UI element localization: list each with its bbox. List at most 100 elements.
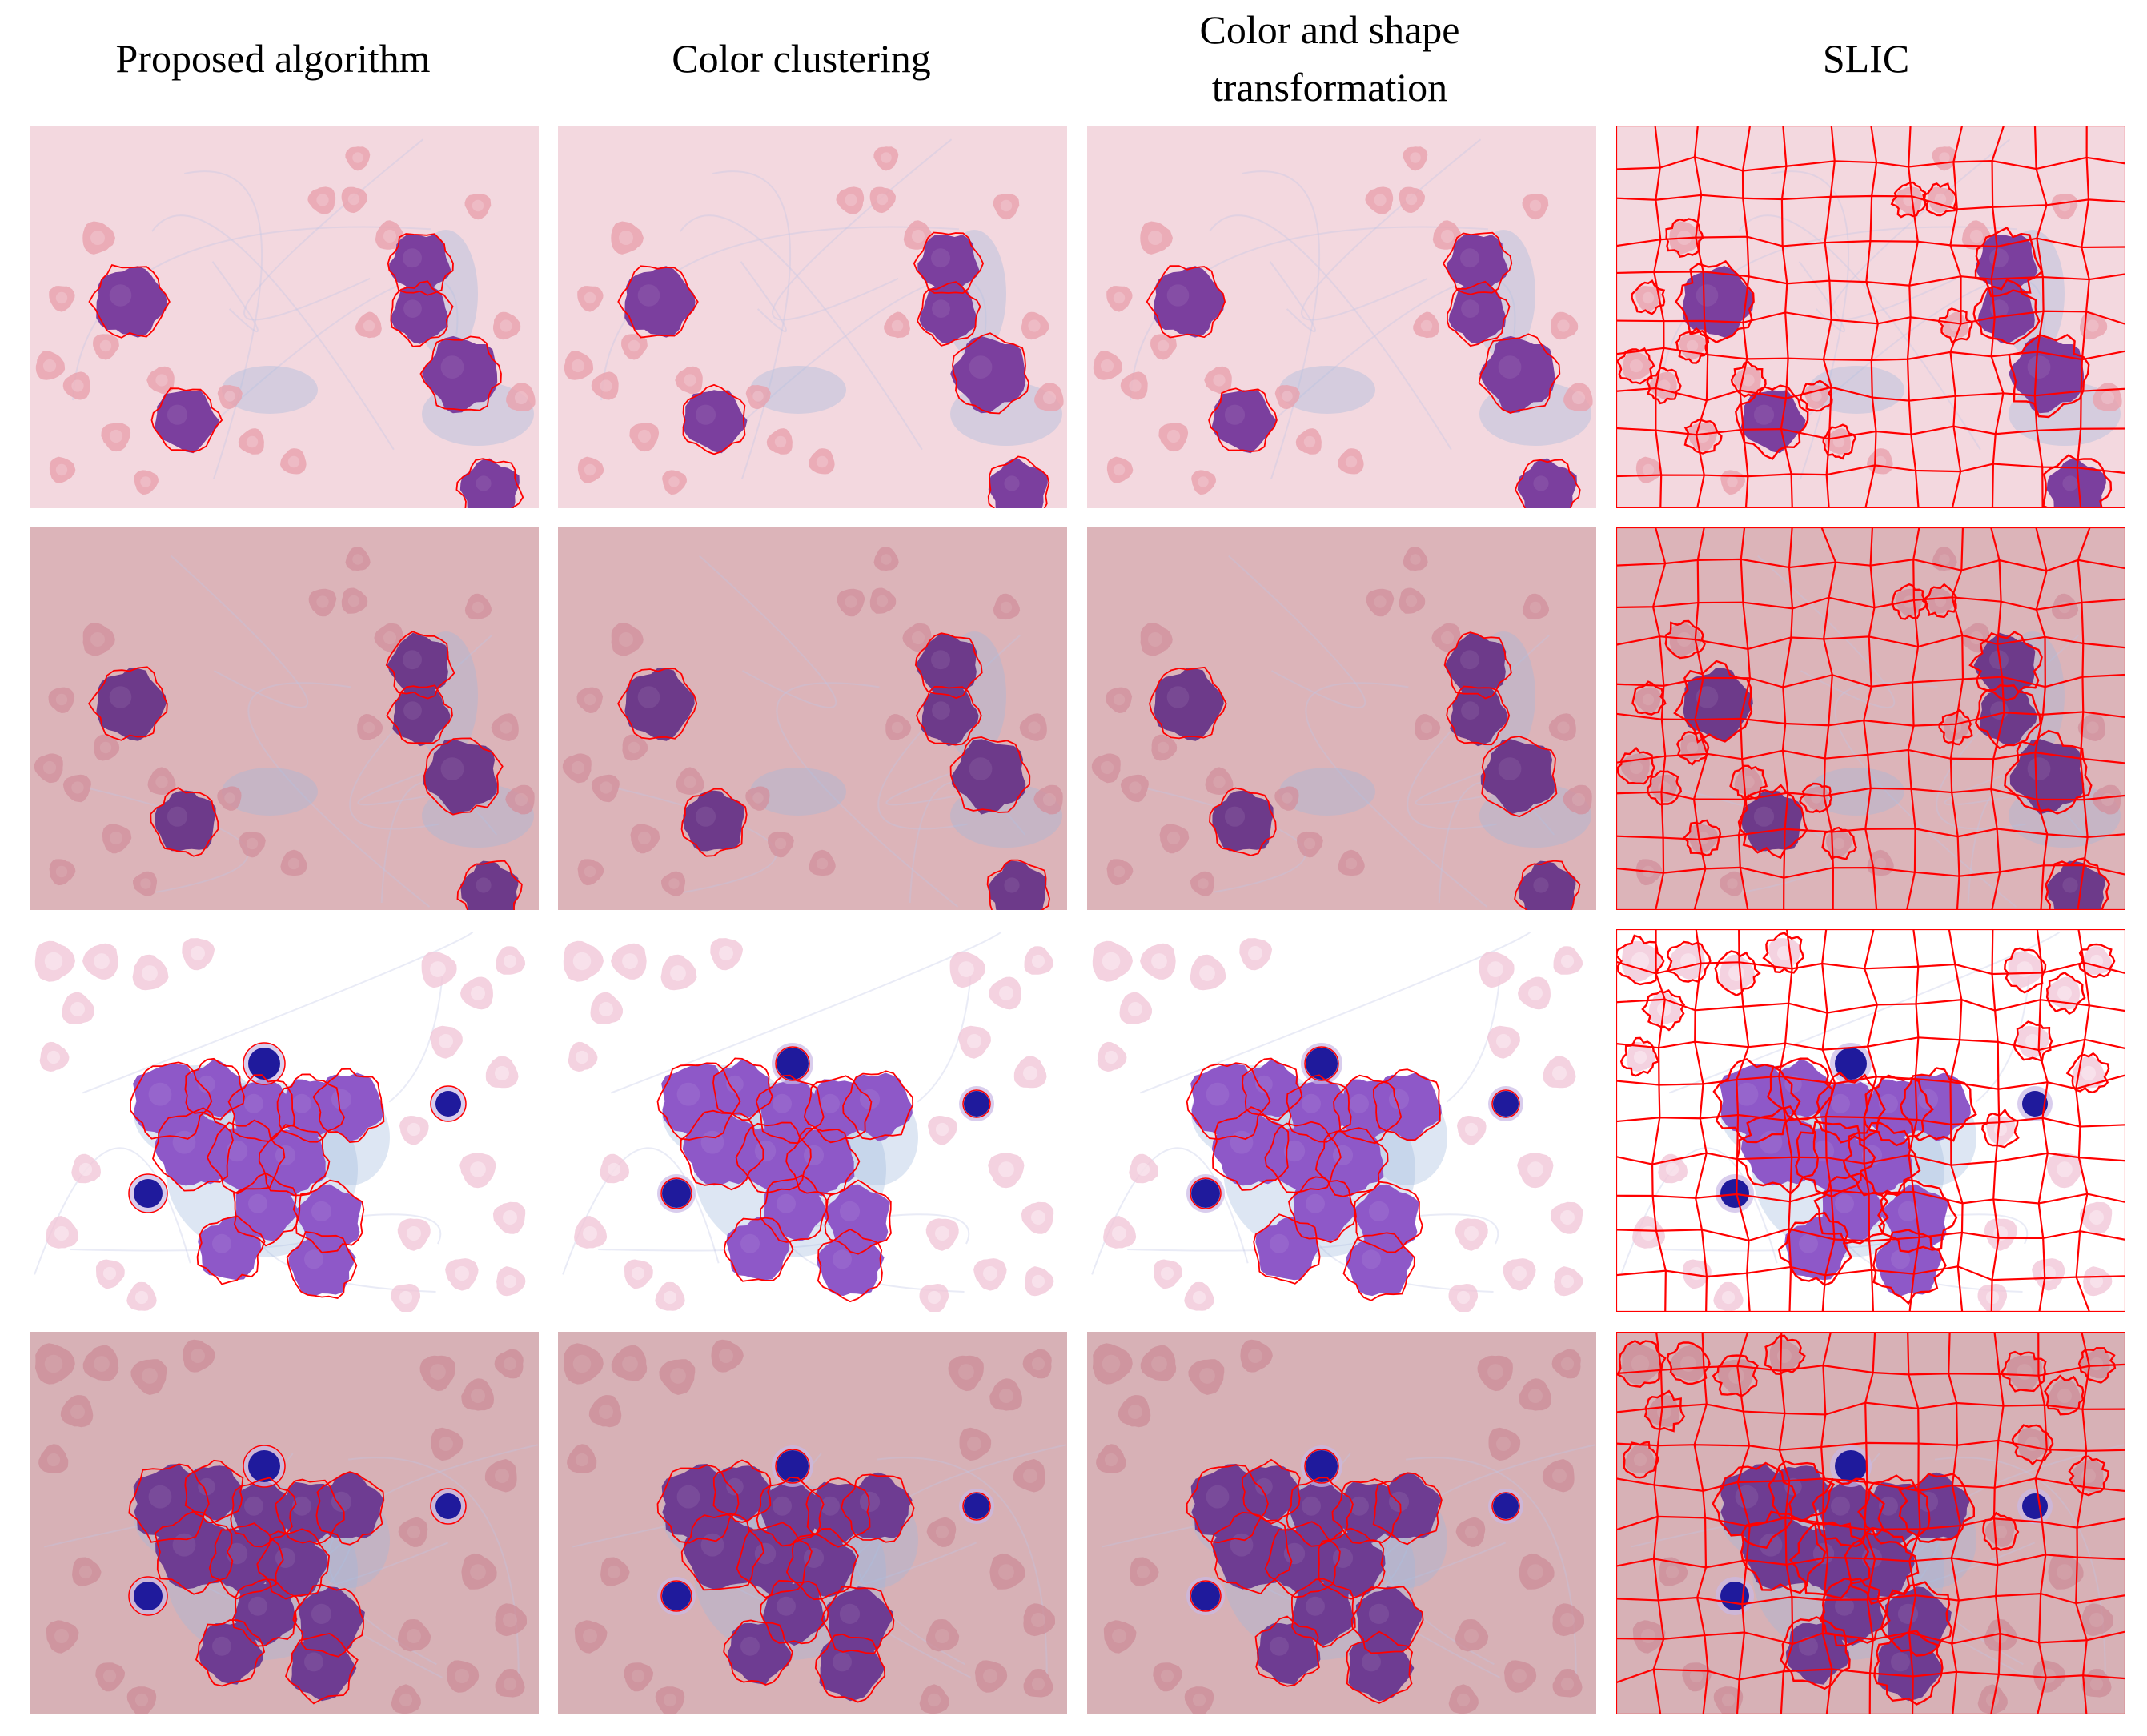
red-blood-cell-center: [1405, 595, 1418, 607]
cell-boundary-outline: [1768, 1460, 1836, 1522]
cell-boundary-outline: [1616, 1340, 1667, 1388]
red-blood-cell-center: [1874, 455, 1887, 468]
red-blood-cell: [2006, 1355, 2042, 1392]
cell-boundary-outline: [1898, 1473, 1975, 1543]
red-blood-cell-center: [383, 631, 397, 645]
red-blood-cell-center: [2041, 1669, 2056, 1683]
red-blood-cell-center: [1777, 1349, 1792, 1363]
red-blood-cell-center: [500, 721, 512, 734]
red-blood-cell: [506, 383, 536, 411]
red-blood-cell: [1403, 547, 1428, 571]
red-blood-cell-center: [102, 1266, 117, 1281]
red-blood-cell: [563, 940, 604, 982]
red-blood-cell-center: [575, 1050, 589, 1064]
red-blood-cell: [624, 1259, 653, 1289]
chromatin-texture: [476, 877, 492, 893]
lymphocyte-nucleus: [777, 1048, 809, 1080]
red-blood-cell-center: [1129, 781, 1142, 794]
smear-streak: [1228, 555, 1366, 708]
red-blood-cell: [809, 448, 835, 475]
red-blood-cell-center: [1487, 1364, 1503, 1380]
smear-streak: [699, 555, 837, 708]
white-blood-cell: [1480, 739, 1555, 815]
cell-boundary-outline: [1819, 1577, 1891, 1647]
red-blood-cell: [39, 1041, 70, 1072]
red-blood-cell-center: [967, 1034, 981, 1048]
red-blood-cell: [38, 1444, 69, 1473]
micrograph-panel: [1616, 1332, 2125, 1714]
red-blood-cell: [1632, 1620, 1666, 1654]
red-blood-cell: [280, 448, 307, 475]
white-blood-cell: [1255, 1217, 1319, 1281]
cytoplasm-stain: [222, 366, 318, 414]
lymphocyte-nucleus: [2022, 1091, 2048, 1117]
red-blood-cell-center: [1560, 1210, 1575, 1225]
red-blood-cell: [1106, 687, 1133, 713]
red-blood-cell: [873, 547, 899, 571]
chromatin-texture: [2062, 877, 2078, 893]
red-blood-cell: [1140, 1345, 1177, 1381]
white-blood-cell: [1373, 1472, 1442, 1539]
cell-boundary-outline: [617, 265, 699, 339]
red-blood-cell-center: [1213, 374, 1226, 387]
red-blood-cell: [624, 1662, 654, 1692]
lymphocyte-nucleus: [662, 1179, 691, 1208]
chromatin-texture: [969, 757, 993, 780]
red-blood-cell: [133, 871, 158, 896]
chromatin-texture: [726, 1075, 744, 1093]
chromatin-texture: [331, 1491, 352, 1512]
red-blood-cell-center: [90, 632, 105, 647]
red-blood-cell: [93, 334, 119, 360]
red-blood-cell: [630, 824, 660, 854]
red-blood-cell-center: [1113, 693, 1126, 706]
chromatin-texture: [311, 1603, 332, 1624]
red-blood-cell-center: [583, 1629, 597, 1643]
red-blood-cell-center: [845, 194, 857, 206]
red-blood-cell-center: [439, 1437, 453, 1451]
red-blood-cell-center: [1199, 965, 1215, 981]
red-blood-cell-center: [347, 193, 360, 206]
chromatin-texture: [1368, 1201, 1390, 1221]
red-blood-cell-center: [1571, 391, 1586, 405]
red-blood-cell: [1518, 976, 1551, 1010]
cell-boundary-outline: [1641, 989, 1686, 1032]
red-blood-cell-center: [1560, 1357, 1575, 1371]
red-blood-cell: [1455, 1517, 1486, 1547]
red-blood-cell-center: [2089, 1210, 2104, 1225]
red-blood-cell: [564, 351, 594, 380]
red-blood-cell: [461, 1378, 494, 1411]
red-blood-cell: [399, 1116, 429, 1145]
lymphocyte-nucleus: [2022, 1493, 2048, 1519]
chromatin-texture: [740, 1636, 760, 1656]
lymphocyte-nucleus: [1191, 1179, 1220, 1208]
cell-boundary-outline: [2011, 1424, 2054, 1466]
red-blood-cell: [885, 714, 912, 740]
cell-boundary-outline: [1616, 347, 1655, 385]
smear-streak: [243, 138, 424, 321]
red-blood-cell-center: [622, 953, 638, 969]
white-blood-cell: [624, 266, 696, 338]
micrograph-image: [1087, 1332, 1596, 1714]
cell-boundary-outline: [207, 1119, 286, 1195]
white-blood-cell: [1447, 235, 1509, 296]
red-blood-cell: [1552, 1603, 1584, 1637]
red-blood-cell-center: [1665, 1162, 1679, 1177]
red-blood-cell: [147, 767, 176, 795]
cell-boundary-outline: [841, 1473, 915, 1543]
red-blood-cell-center: [503, 1677, 517, 1691]
red-blood-cell-center: [134, 1290, 149, 1305]
red-blood-cell-center: [1464, 1226, 1479, 1241]
red-blood-cell: [1479, 952, 1515, 988]
white-blood-cell: [1448, 286, 1506, 344]
red-blood-cell-center: [1345, 455, 1358, 468]
red-blood-cell: [2079, 1201, 2113, 1234]
micrograph-image: [1616, 527, 2125, 910]
micrograph-image: [558, 126, 1067, 508]
red-blood-cell-center: [1031, 1274, 1045, 1289]
cell-boundary-outline: [2065, 1052, 2110, 1094]
red-blood-cell-center: [54, 1226, 69, 1241]
red-blood-cell-center: [1198, 476, 1209, 487]
red-blood-cell-center: [1557, 319, 1570, 332]
red-blood-cell: [1151, 734, 1178, 761]
red-blood-cell: [768, 831, 794, 858]
